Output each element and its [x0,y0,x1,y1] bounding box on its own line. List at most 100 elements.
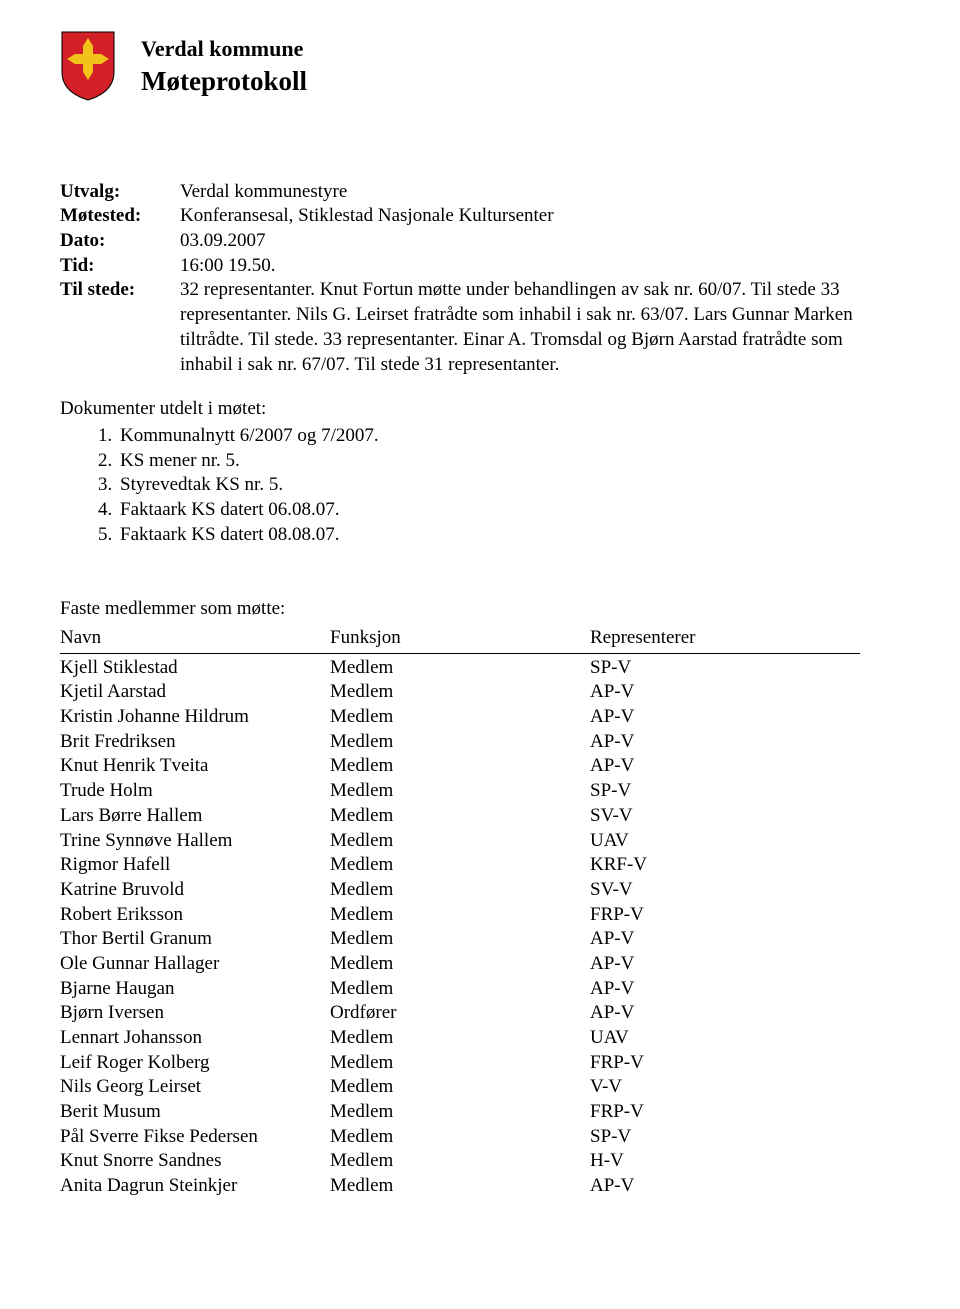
meta-value: 16:00 19.50. [180,254,860,279]
cell-navn: Trine Synnøve Hallem [60,829,330,854]
cell-navn: Robert Eriksson [60,903,330,928]
cell-funksjon: Medlem [330,1075,590,1100]
table-row: Knut Snorre SandnesMedlemH-V [60,1149,860,1174]
table-row: Bjørn IversenOrdførerAP-V [60,1001,860,1026]
cell-funksjon: Medlem [330,804,590,829]
cell-representerer: AP-V [590,680,860,705]
cell-representerer: FRP-V [590,1100,860,1125]
cell-funksjon: Medlem [330,1125,590,1150]
document-item: 2.KS mener nr. 5. [98,449,860,474]
document-item-text: Faktaark KS datert 08.08.07. [120,523,340,548]
cell-representerer: SP-V [590,656,860,681]
cell-representerer: AP-V [590,952,860,977]
cell-representerer: V-V [590,1075,860,1100]
document-item: 3.Styrevedtak KS nr. 5. [98,473,860,498]
cell-funksjon: Medlem [330,977,590,1002]
table-row: Kjetil AarstadMedlemAP-V [60,680,860,705]
document-item-number: 4. [98,498,120,523]
cell-funksjon: Medlem [330,878,590,903]
documents-title: Dokumenter utdelt i møtet: [60,397,860,422]
document-item-text: Faktaark KS datert 06.08.07. [120,498,340,523]
table-row: Nils Georg LeirsetMedlemV-V [60,1075,860,1100]
meta-value: 03.09.2007 [180,229,860,254]
column-header-representerer: Representerer [590,626,860,651]
cell-representerer: SP-V [590,779,860,804]
cell-representerer: AP-V [590,1001,860,1026]
cell-funksjon: Medlem [330,680,590,705]
cell-navn: Trude Holm [60,779,330,804]
cell-representerer: KRF-V [590,853,860,878]
cell-representerer: FRP-V [590,903,860,928]
cell-funksjon: Medlem [330,1149,590,1174]
cell-navn: Lars Børre Hallem [60,804,330,829]
table-row: Kristin Johanne HildrumMedlemAP-V [60,705,860,730]
documents-list: 1.Kommunalnytt 6/2007 og 7/2007.2.KS men… [60,424,860,547]
cell-navn: Ole Gunnar Hallager [60,952,330,977]
cell-funksjon: Medlem [330,853,590,878]
cell-funksjon: Medlem [330,1051,590,1076]
table-row: Leif Roger KolbergMedlemFRP-V [60,1051,860,1076]
cell-representerer: AP-V [590,977,860,1002]
table-row: Anita Dagrun SteinkjerMedlemAP-V [60,1174,860,1199]
cell-funksjon: Medlem [330,1174,590,1199]
meta-row: Utvalg:Verdal kommunestyre [60,180,860,205]
cell-representerer: SP-V [590,1125,860,1150]
meta-label: Tid: [60,254,180,279]
header-text: Verdal kommune Møteprotokoll [141,30,307,99]
shield-icon [60,30,116,110]
table-row: Rigmor HafellMedlemKRF-V [60,853,860,878]
cell-representerer: AP-V [590,705,860,730]
document-item: 5.Faktaark KS datert 08.08.07. [98,523,860,548]
members-section: Faste medlemmer som møtte: Navn Funksjon… [60,597,860,1199]
cell-representerer: UAV [590,829,860,854]
document-item-text: KS mener nr. 5. [120,449,240,474]
cell-navn: Rigmor Hafell [60,853,330,878]
document-item-number: 2. [98,449,120,474]
cell-funksjon: Medlem [330,656,590,681]
table-row: Bjarne HauganMedlemAP-V [60,977,860,1002]
cell-navn: Katrine Bruvold [60,878,330,903]
document-item-text: Kommunalnytt 6/2007 og 7/2007. [120,424,379,449]
document-title: Møteprotokoll [141,64,307,99]
cell-representerer: AP-V [590,730,860,755]
cell-representerer: AP-V [590,1174,860,1199]
meta-row: Til stede:32 representanter. Knut Fortun… [60,278,860,377]
table-row: Lennart JohanssonMedlemUAV [60,1026,860,1051]
cell-navn: Anita Dagrun Steinkjer [60,1174,330,1199]
cell-funksjon: Ordfører [330,1001,590,1026]
cell-navn: Nils Georg Leirset [60,1075,330,1100]
cell-navn: Lennart Johansson [60,1026,330,1051]
cell-representerer: AP-V [590,754,860,779]
members-title: Faste medlemmer som møtte: [60,597,860,622]
members-table-header: Navn Funksjon Representerer [60,626,860,654]
table-row: Katrine BruvoldMedlemSV-V [60,878,860,903]
document-item-number: 3. [98,473,120,498]
members-table: Navn Funksjon Representerer Kjell Stikle… [60,626,860,1199]
meta-row: Dato:03.09.2007 [60,229,860,254]
cell-navn: Kristin Johanne Hildrum [60,705,330,730]
org-name: Verdal kommune [141,35,307,64]
cell-navn: Kjetil Aarstad [60,680,330,705]
cell-navn: Knut Snorre Sandnes [60,1149,330,1174]
document-header: Verdal kommune Møteprotokoll [60,30,860,110]
cell-funksjon: Medlem [330,705,590,730]
document-item: 1.Kommunalnytt 6/2007 og 7/2007. [98,424,860,449]
cell-navn: Thor Bertil Granum [60,927,330,952]
table-row: Trine Synnøve HallemMedlemUAV [60,829,860,854]
cell-funksjon: Medlem [330,754,590,779]
cell-funksjon: Medlem [330,927,590,952]
cell-navn: Bjørn Iversen [60,1001,330,1026]
table-row: Knut Henrik TveitaMedlemAP-V [60,754,860,779]
cell-funksjon: Medlem [330,779,590,804]
cell-funksjon: Medlem [330,1100,590,1125]
cell-funksjon: Medlem [330,952,590,977]
meta-value: Verdal kommunestyre [180,180,860,205]
table-row: Trude HolmMedlemSP-V [60,779,860,804]
cell-navn: Pål Sverre Fikse Pedersen [60,1125,330,1150]
cell-representerer: SV-V [590,878,860,903]
document-item-number: 5. [98,523,120,548]
cell-navn: Brit Fredriksen [60,730,330,755]
cell-navn: Bjarne Haugan [60,977,330,1002]
document-item-text: Styrevedtak KS nr. 5. [120,473,283,498]
meta-label: Til stede: [60,278,180,377]
